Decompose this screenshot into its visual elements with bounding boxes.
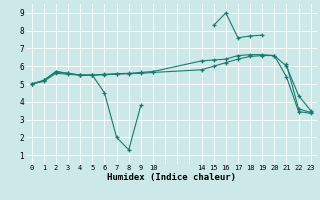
X-axis label: Humidex (Indice chaleur): Humidex (Indice chaleur): [107, 173, 236, 182]
